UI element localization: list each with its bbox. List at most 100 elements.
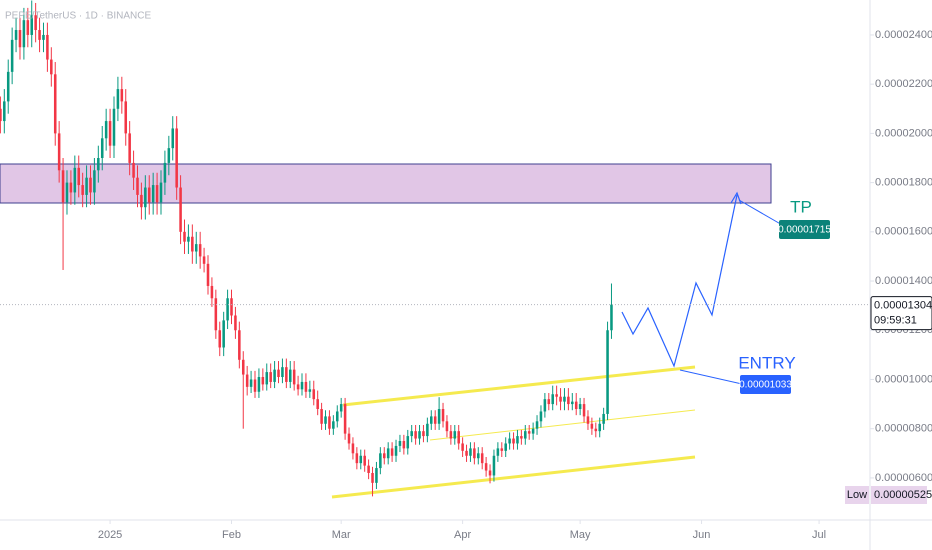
candle-body	[285, 367, 288, 382]
candle-body	[504, 443, 507, 451]
x-tick-label: Jul	[812, 529, 826, 541]
candle-body	[89, 177, 92, 193]
candle-body	[445, 421, 449, 432]
candle-body	[69, 182, 73, 193]
candle-body	[390, 448, 394, 456]
candle-body	[245, 374, 249, 387]
candle-body	[398, 441, 402, 446]
candle-body	[496, 448, 500, 456]
x-tick-label: Feb	[222, 529, 241, 541]
candle-body	[179, 187, 182, 232]
candle-body	[281, 367, 284, 378]
tp-price: 0.00001715	[778, 225, 831, 236]
candle-body	[163, 162, 167, 183]
candle-body	[210, 285, 214, 299]
candle-body	[316, 399, 319, 410]
candle-body	[124, 101, 128, 134]
candle-body	[484, 463, 488, 471]
candle-body	[18, 30, 22, 48]
candle-body	[104, 121, 108, 139]
candle-body	[296, 384, 300, 390]
candle-body	[253, 379, 257, 392]
candle-body	[300, 381, 304, 390]
candle-body	[367, 465, 370, 473]
candle-body	[441, 409, 445, 422]
candle-body	[347, 433, 351, 444]
chart-title: PEPE/TetherUS · 1D · BINANCE	[5, 11, 151, 22]
candle-body	[42, 34, 45, 40]
candle-body	[312, 389, 316, 400]
projection-path	[621, 194, 738, 368]
candle-body	[469, 448, 472, 456]
candle-body	[343, 404, 347, 434]
candle-body	[535, 421, 539, 429]
candle-body	[379, 453, 382, 469]
candle-body	[465, 450, 468, 456]
candle-body	[238, 330, 241, 360]
candle-body	[198, 244, 202, 257]
candle-body	[414, 431, 417, 439]
candle-body	[524, 431, 527, 439]
candle-body	[222, 320, 225, 348]
candle-body	[34, 15, 37, 31]
candle-body	[26, 20, 30, 35]
candle-body	[339, 404, 343, 412]
candle-body	[457, 431, 460, 444]
candle-body	[332, 421, 335, 429]
candle-body	[531, 428, 535, 434]
tp-zone	[0, 163, 772, 204]
candle-body	[159, 182, 163, 203]
candle-body	[206, 263, 210, 286]
y-tick-label: 0.00002400	[875, 29, 932, 41]
candle-body	[512, 438, 515, 444]
candle-body	[218, 330, 222, 348]
candle-body	[559, 396, 562, 402]
candle-body	[249, 379, 253, 387]
candle-body	[586, 416, 590, 424]
x-tick-label: Apr	[454, 529, 471, 541]
tp-connector	[738, 199, 785, 227]
y-tick-label: 0.00002000	[875, 127, 932, 139]
candle-body	[175, 128, 178, 188]
candle-body	[320, 409, 323, 424]
candle-body	[144, 187, 147, 208]
y-tick-label: 0.00001000	[875, 373, 932, 385]
candle-body	[14, 30, 18, 40]
candle-body	[571, 401, 574, 405]
candle-body	[81, 185, 84, 195]
candle-body	[100, 138, 104, 158]
candle-body	[191, 236, 194, 252]
candle-body	[151, 185, 155, 203]
candle-body	[269, 372, 272, 382]
candle-body	[38, 30, 41, 40]
candle-body	[543, 399, 547, 412]
low-tag-bg	[845, 486, 869, 504]
tp-price-box	[779, 220, 830, 239]
entry-price-box	[740, 375, 791, 394]
candle-body	[606, 330, 609, 414]
candle-body	[426, 423, 429, 437]
candle-body	[6, 71, 10, 102]
candle-body	[402, 441, 406, 449]
y-tick-label: 0.00000800	[875, 423, 932, 435]
candle-body	[598, 423, 601, 432]
candle-body	[351, 443, 355, 454]
candle-body	[22, 20, 26, 48]
candle-body	[527, 431, 531, 434]
candle-body	[57, 133, 61, 171]
candle-body	[453, 431, 457, 439]
candle-body	[30, 15, 34, 35]
candle-body	[112, 108, 116, 146]
candle-body	[335, 411, 339, 422]
candle-body	[171, 128, 175, 149]
candle-body	[292, 369, 296, 385]
candle-body	[10, 39, 14, 72]
plot-area	[0, 0, 870, 499]
channel-middle	[429, 409, 696, 441]
candle-body	[187, 236, 190, 242]
candle-body	[508, 438, 511, 444]
candle-body	[563, 396, 566, 402]
candle-body	[555, 394, 558, 397]
